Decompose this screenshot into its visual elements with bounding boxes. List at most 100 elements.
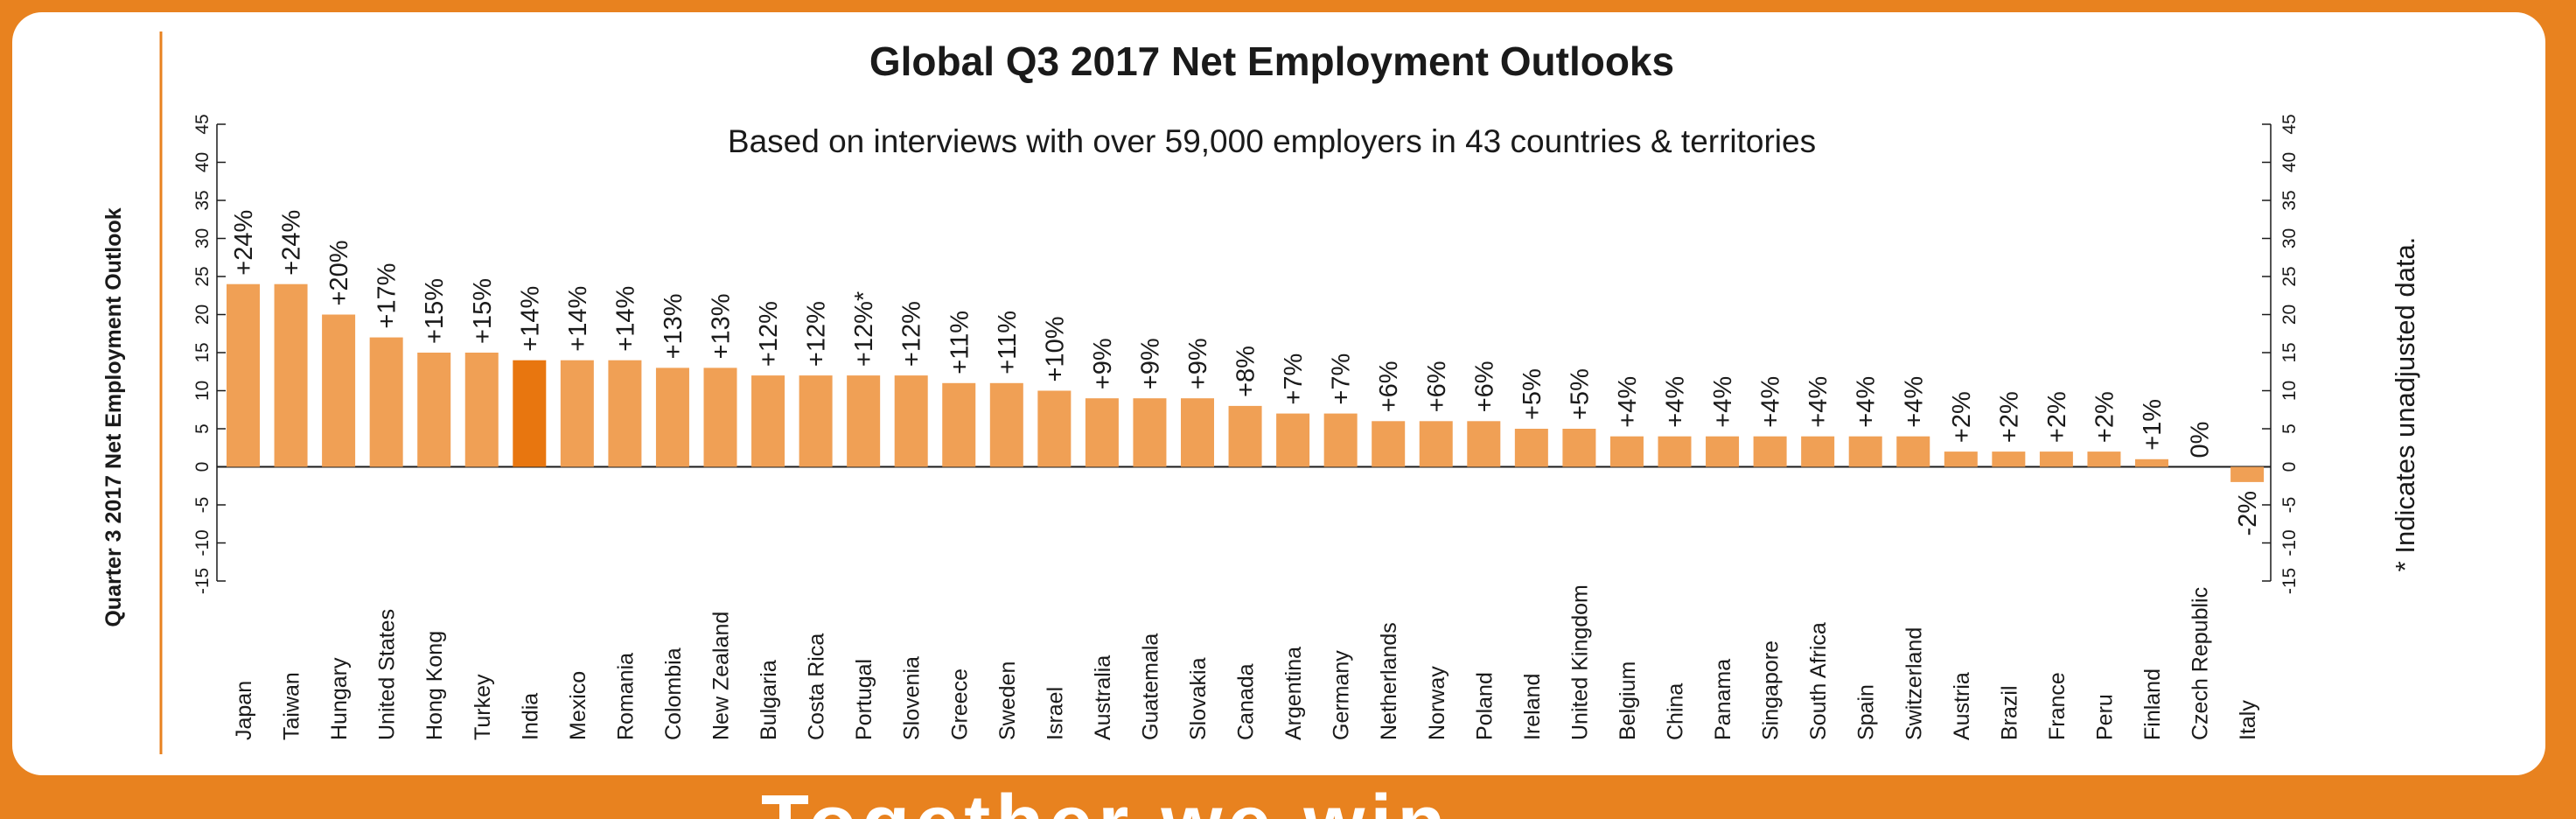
bar-belgium xyxy=(1609,436,1644,467)
value-label: +13% xyxy=(660,293,688,359)
bar-hong-kong xyxy=(417,353,451,467)
y-tick-label-left: 30 xyxy=(192,228,213,248)
value-label: +15% xyxy=(421,278,449,344)
category-label: United Kingdom xyxy=(1567,584,1592,740)
chart-card: Global Q3 2017 Net Employment Outlooks B… xyxy=(12,12,2545,775)
bar-china xyxy=(1658,436,1692,467)
value-label: +4% xyxy=(1709,376,1737,428)
value-label: +4% xyxy=(1614,376,1642,428)
y-tick-label-right: -5 xyxy=(2279,497,2300,514)
category-label: Netherlands xyxy=(1377,622,1401,740)
bar-chart: Global Q3 2017 Net Employment Outlooks B… xyxy=(101,32,2420,754)
category-label: Finland xyxy=(2140,668,2165,740)
category-label: Panama xyxy=(1711,659,1735,740)
category-label: Sweden xyxy=(995,662,1020,740)
category-label: China xyxy=(1664,683,1688,740)
category-label: Italy xyxy=(2236,700,2260,740)
category-label: Argentina xyxy=(1281,647,1306,740)
bar-romania xyxy=(608,360,642,467)
y-tick-label-right: 15 xyxy=(2279,342,2300,362)
category-label: Taiwan xyxy=(280,672,304,740)
value-label: +4% xyxy=(1757,376,1785,428)
value-label: +4% xyxy=(1853,376,1881,428)
category-label: Guatemala xyxy=(1138,634,1162,740)
value-label: +10% xyxy=(1041,317,1069,382)
category-label: Bulgaria xyxy=(757,660,781,740)
category-label: Hungary xyxy=(327,657,352,740)
value-label: +2% xyxy=(1948,391,1976,443)
y-tick-label-left: 10 xyxy=(192,381,213,401)
y-tick-label-right: 45 xyxy=(2279,114,2300,134)
category-label: Brazil xyxy=(1997,685,2021,740)
category-label: Austria xyxy=(1950,672,1974,740)
bar-netherlands xyxy=(1372,421,1406,467)
value-label: +20% xyxy=(325,241,353,306)
value-label: +13% xyxy=(708,293,736,359)
category-label: Australia xyxy=(1091,655,1115,740)
value-label: +11% xyxy=(994,311,1022,374)
bar-brazil xyxy=(1992,452,2026,467)
category-label: Norway xyxy=(1425,666,1449,740)
y-tick-label-left: 15 xyxy=(192,342,213,362)
bar-italy xyxy=(2230,466,2265,482)
value-label: +7% xyxy=(1328,354,1356,405)
value-label: +24% xyxy=(230,210,258,276)
y-tick-label-left: 40 xyxy=(192,152,213,172)
value-label: +5% xyxy=(1518,368,1546,420)
y-tick-label-left: 45 xyxy=(192,114,213,134)
bar-norway xyxy=(1419,421,1453,467)
y-tick-label-left: -15 xyxy=(192,568,213,594)
bar-sweden xyxy=(989,382,1023,467)
y-tick-label-left: -5 xyxy=(192,497,213,514)
y-tick-label-right: 35 xyxy=(2279,190,2300,210)
category-label: India xyxy=(518,693,542,740)
category-label: Hong Kong xyxy=(422,631,447,740)
y-axis-title: Quarter 3 2017 Net Employment Outlook xyxy=(101,207,126,626)
category-label: Czech Republic xyxy=(2189,587,2213,740)
value-label: +9% xyxy=(1136,338,1164,389)
bar-taiwan xyxy=(274,284,308,467)
category-label: Peru xyxy=(2092,694,2117,740)
bar-bulgaria xyxy=(751,375,785,467)
bar-spain xyxy=(1848,436,1882,467)
value-label: +4% xyxy=(1900,376,1928,428)
bar-austria xyxy=(1944,452,1978,467)
value-label: +15% xyxy=(469,278,497,344)
bar-peru xyxy=(2087,452,2121,467)
bar-south-africa xyxy=(1801,436,1835,467)
value-label: +6% xyxy=(1423,360,1451,412)
value-label: +2% xyxy=(2043,391,2071,443)
y-tick-label-right: 20 xyxy=(2279,304,2300,325)
category-label: France xyxy=(2045,672,2070,740)
category-label: Singapore xyxy=(1759,640,1784,740)
category-label: Colombia xyxy=(661,648,686,740)
chart-subtitle: Based on interviews with over 59,000 emp… xyxy=(728,123,1816,159)
y-tick-label-right: 30 xyxy=(2279,228,2300,248)
value-label: +14% xyxy=(516,286,544,352)
bar-turkey xyxy=(464,353,499,467)
value-label: +2% xyxy=(1995,391,2023,443)
category-label: Turkey xyxy=(471,674,495,740)
bar-japan xyxy=(227,284,260,467)
bar-portugal xyxy=(847,375,881,467)
y-tick-label-right: 40 xyxy=(2279,152,2300,172)
bar-costa-rica xyxy=(799,375,833,467)
category-label: Poland xyxy=(1472,672,1497,740)
category-label: Japan xyxy=(232,681,256,740)
category-label: Switzerland xyxy=(1902,627,1926,740)
y-tick-label-right: -15 xyxy=(2279,568,2300,594)
value-label: +24% xyxy=(278,210,306,276)
category-label: Germany xyxy=(1330,650,1354,740)
value-label: +2% xyxy=(2091,391,2119,443)
value-label: +7% xyxy=(1280,354,1308,405)
bar-france xyxy=(2039,452,2073,467)
bar-israel xyxy=(1037,390,1072,467)
bar-finland xyxy=(2135,458,2168,467)
category-label: Israel xyxy=(1043,687,1067,740)
y-tick-label-left: 20 xyxy=(192,304,213,325)
bar-mexico xyxy=(560,360,594,467)
value-label: +12% xyxy=(755,301,783,367)
bar-guatemala xyxy=(1133,398,1167,467)
y-tick-label-right: 0 xyxy=(2279,462,2300,472)
bar-canada xyxy=(1228,405,1262,467)
